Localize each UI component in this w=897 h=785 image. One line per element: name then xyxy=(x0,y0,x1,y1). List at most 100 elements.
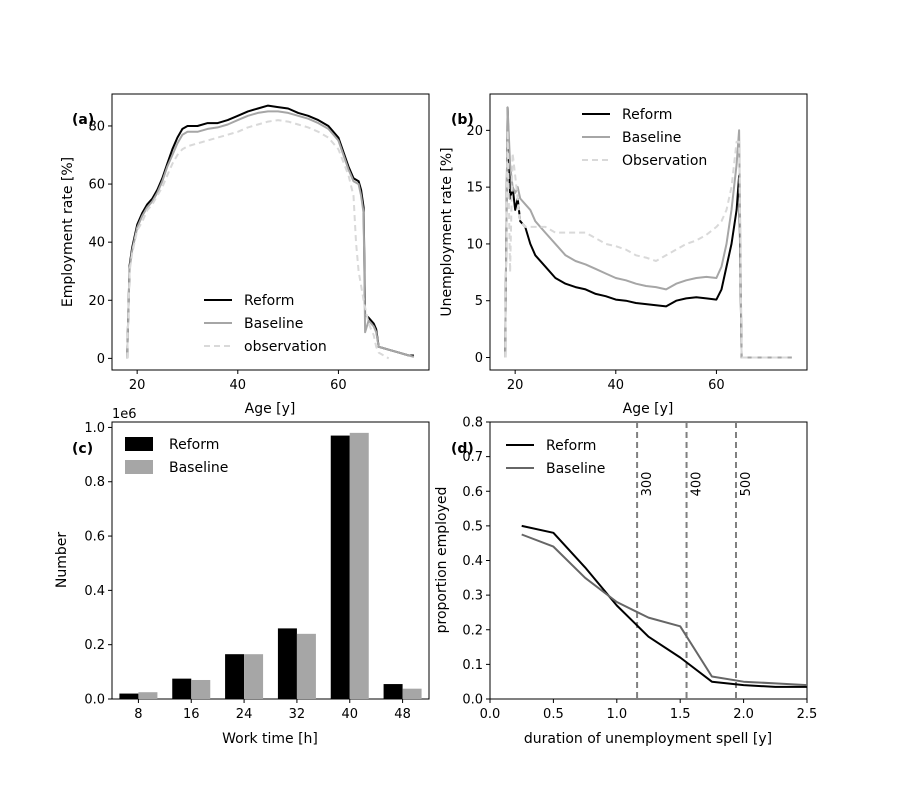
x-tick-label: 1.5 xyxy=(670,707,691,722)
series-line-observation xyxy=(504,129,792,359)
y-tick-label: 1.0 xyxy=(84,421,105,436)
y-tick-label: 5 xyxy=(475,294,483,309)
y-tick-label: 10 xyxy=(466,237,483,252)
plot-frame xyxy=(111,421,430,700)
series-line-reform xyxy=(126,104,414,359)
bar-baseline xyxy=(244,654,264,699)
legend-label: Baseline xyxy=(169,460,228,476)
y-tick-label: 0.8 xyxy=(462,416,483,431)
x-tick-label: 1.0 xyxy=(606,707,627,722)
x-tick-label: 2.0 xyxy=(733,707,754,722)
x-tick-label: 60 xyxy=(708,378,725,393)
legend-label: observation xyxy=(244,339,327,355)
x-tick-label: 40 xyxy=(608,378,625,393)
bar-baseline xyxy=(349,432,369,699)
panel-label: (c) xyxy=(72,441,93,457)
x-tick-label: 20 xyxy=(129,378,146,393)
panel-c-work-time: (c) 1e6 Work time [h] Number 8 16 24 32 40 48… xyxy=(54,407,430,747)
bar-reform xyxy=(119,693,139,699)
panel-label: (d) xyxy=(451,441,474,457)
legend-swatch xyxy=(125,437,153,451)
legend-label: Reform xyxy=(546,438,596,454)
y-axis-label: Employment rate [%] xyxy=(60,157,76,307)
y-axis-label: proportion employed xyxy=(434,487,450,634)
y-tick-label: 0 xyxy=(97,352,105,367)
legend-label: Baseline xyxy=(244,316,303,332)
x-tick-label: 24 xyxy=(236,707,253,722)
threshold-label: 300 xyxy=(640,472,655,497)
bar-reform xyxy=(172,678,192,699)
y-tick-label: 60 xyxy=(88,178,105,193)
legend: Reform Baseline observation xyxy=(204,293,327,355)
bar-reform xyxy=(277,628,297,699)
x-tick-label: 8 xyxy=(134,707,142,722)
y-tick-label: 0 xyxy=(475,351,483,366)
legend-label: Reform xyxy=(244,293,294,309)
y-tick-label: 20 xyxy=(88,294,105,309)
x-axis-label: duration of unemployment spell [y] xyxy=(524,731,772,747)
legend: Reform Baseline xyxy=(125,437,228,476)
series-line-baseline xyxy=(504,106,792,359)
y-tick-label: 0.5 xyxy=(462,519,483,534)
x-tick-label: 0.0 xyxy=(480,707,501,722)
bar-baseline xyxy=(138,692,158,699)
x-tick-label: 60 xyxy=(330,378,347,393)
x-tick-label: 40 xyxy=(230,378,247,393)
x-tick-label: 0.5 xyxy=(543,707,564,722)
panel-label: (b) xyxy=(451,112,474,128)
y-tick-label: 0.4 xyxy=(462,554,483,569)
x-tick-label: 40 xyxy=(341,707,358,722)
y-tick-label: 0.6 xyxy=(462,485,483,500)
x-tick-label: 32 xyxy=(289,707,306,722)
y-tick-label: 0.8 xyxy=(84,475,105,490)
series-line-reform xyxy=(504,106,792,359)
bar-reform xyxy=(330,435,350,699)
y-tick-label: 0.2 xyxy=(462,623,483,638)
threshold-label: 500 xyxy=(739,472,754,497)
y-tick-label: 40 xyxy=(88,236,105,251)
y-tick-label: 0.6 xyxy=(84,530,105,545)
legend-label: Baseline xyxy=(622,130,681,146)
legend-label: Baseline xyxy=(546,461,605,477)
y-tick-label: 20 xyxy=(466,124,483,139)
x-axis-label: Age [y] xyxy=(245,401,296,417)
x-tick-label: 2.5 xyxy=(797,707,818,722)
y-tick-label: 0.3 xyxy=(462,589,483,604)
legend-label: Reform xyxy=(622,107,672,123)
plot-frame xyxy=(489,421,808,700)
y-tick-label: 0.7 xyxy=(462,450,483,465)
x-tick-label: 20 xyxy=(507,378,524,393)
y-tick-label: 0.0 xyxy=(462,693,483,708)
legend: Reform Baseline xyxy=(506,438,605,477)
legend: Reform Baseline Observation xyxy=(582,107,707,169)
legend-swatch xyxy=(125,460,153,474)
threshold-label: 400 xyxy=(690,472,705,497)
x-tick-label: 16 xyxy=(183,707,200,722)
panel-label: (a) xyxy=(72,112,94,128)
bar-reform xyxy=(383,684,403,699)
plot-frame xyxy=(489,93,808,371)
plot-frame xyxy=(111,93,430,371)
x-tick-label: 48 xyxy=(394,707,411,722)
bar-baseline xyxy=(402,688,422,699)
series-line-reform xyxy=(521,524,807,688)
y-tick-label: 0.2 xyxy=(84,638,105,653)
series-line-baseline xyxy=(126,110,415,359)
y-tick-label: 0.0 xyxy=(84,693,105,708)
y-tick-label: 0.1 xyxy=(462,658,483,673)
series-line-baseline xyxy=(521,533,808,687)
bar-baseline xyxy=(191,679,211,699)
x-axis-label: Age [y] xyxy=(623,401,674,417)
y-tick-label: 0.4 xyxy=(84,584,105,599)
y-tick-label: 15 xyxy=(466,181,483,196)
y-axis-label: Number xyxy=(54,532,70,588)
panel-a-employment-rate: (a) Age [y] Employment rate [%] 20 40 60 0 2… xyxy=(60,93,430,417)
panel-d-proportion-employed: (d) duration of unemployment spell [y] p… xyxy=(434,416,817,748)
legend-label: Reform xyxy=(169,437,219,453)
y-tick-label: 80 xyxy=(88,119,105,134)
x-axis-label: Work time [h] xyxy=(222,731,318,747)
legend-label: Observation xyxy=(622,153,707,169)
panel-b-unemployment-rate: (b) Age [y] Unemployment rate [%] 20 40 60… xyxy=(439,93,808,417)
y-axis-label: Unemployment rate [%] xyxy=(439,147,455,316)
offset-label: 1e6 xyxy=(112,407,137,422)
